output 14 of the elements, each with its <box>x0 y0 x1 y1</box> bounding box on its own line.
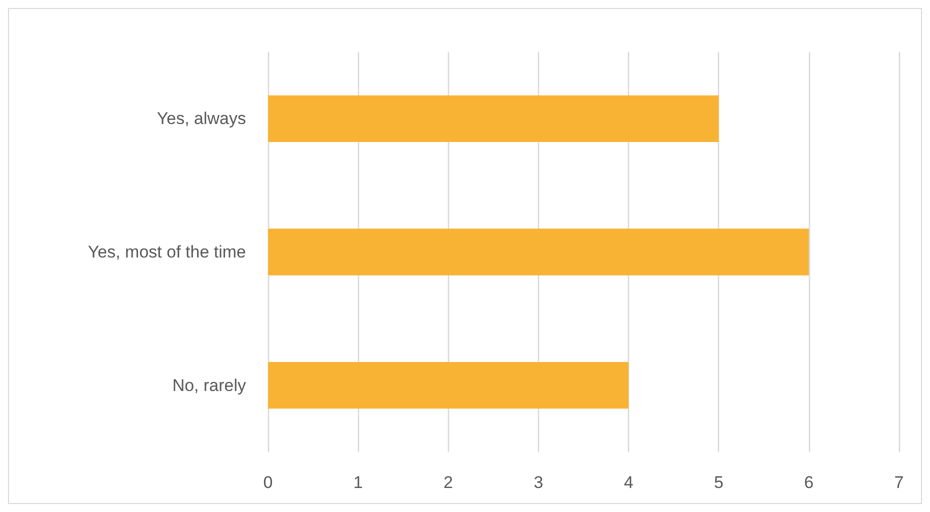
y-tick-label: Yes, always <box>156 109 246 128</box>
x-tick-label: 2 <box>444 473 454 492</box>
bar <box>268 95 719 142</box>
y-tick-label: Yes, most of the time <box>88 242 246 262</box>
x-tick-label: 3 <box>534 473 544 492</box>
x-tick-label: 5 <box>714 473 724 492</box>
x-tick-label: 4 <box>624 473 634 492</box>
bar <box>268 362 629 409</box>
x-tick-label: 7 <box>894 473 904 492</box>
y-tick-label: No, rarely <box>172 376 246 395</box>
x-tick-label: 0 <box>263 473 273 492</box>
bar <box>268 228 809 276</box>
x-tick-label: 1 <box>353 473 363 492</box>
x-tick-label: 6 <box>804 473 814 492</box>
